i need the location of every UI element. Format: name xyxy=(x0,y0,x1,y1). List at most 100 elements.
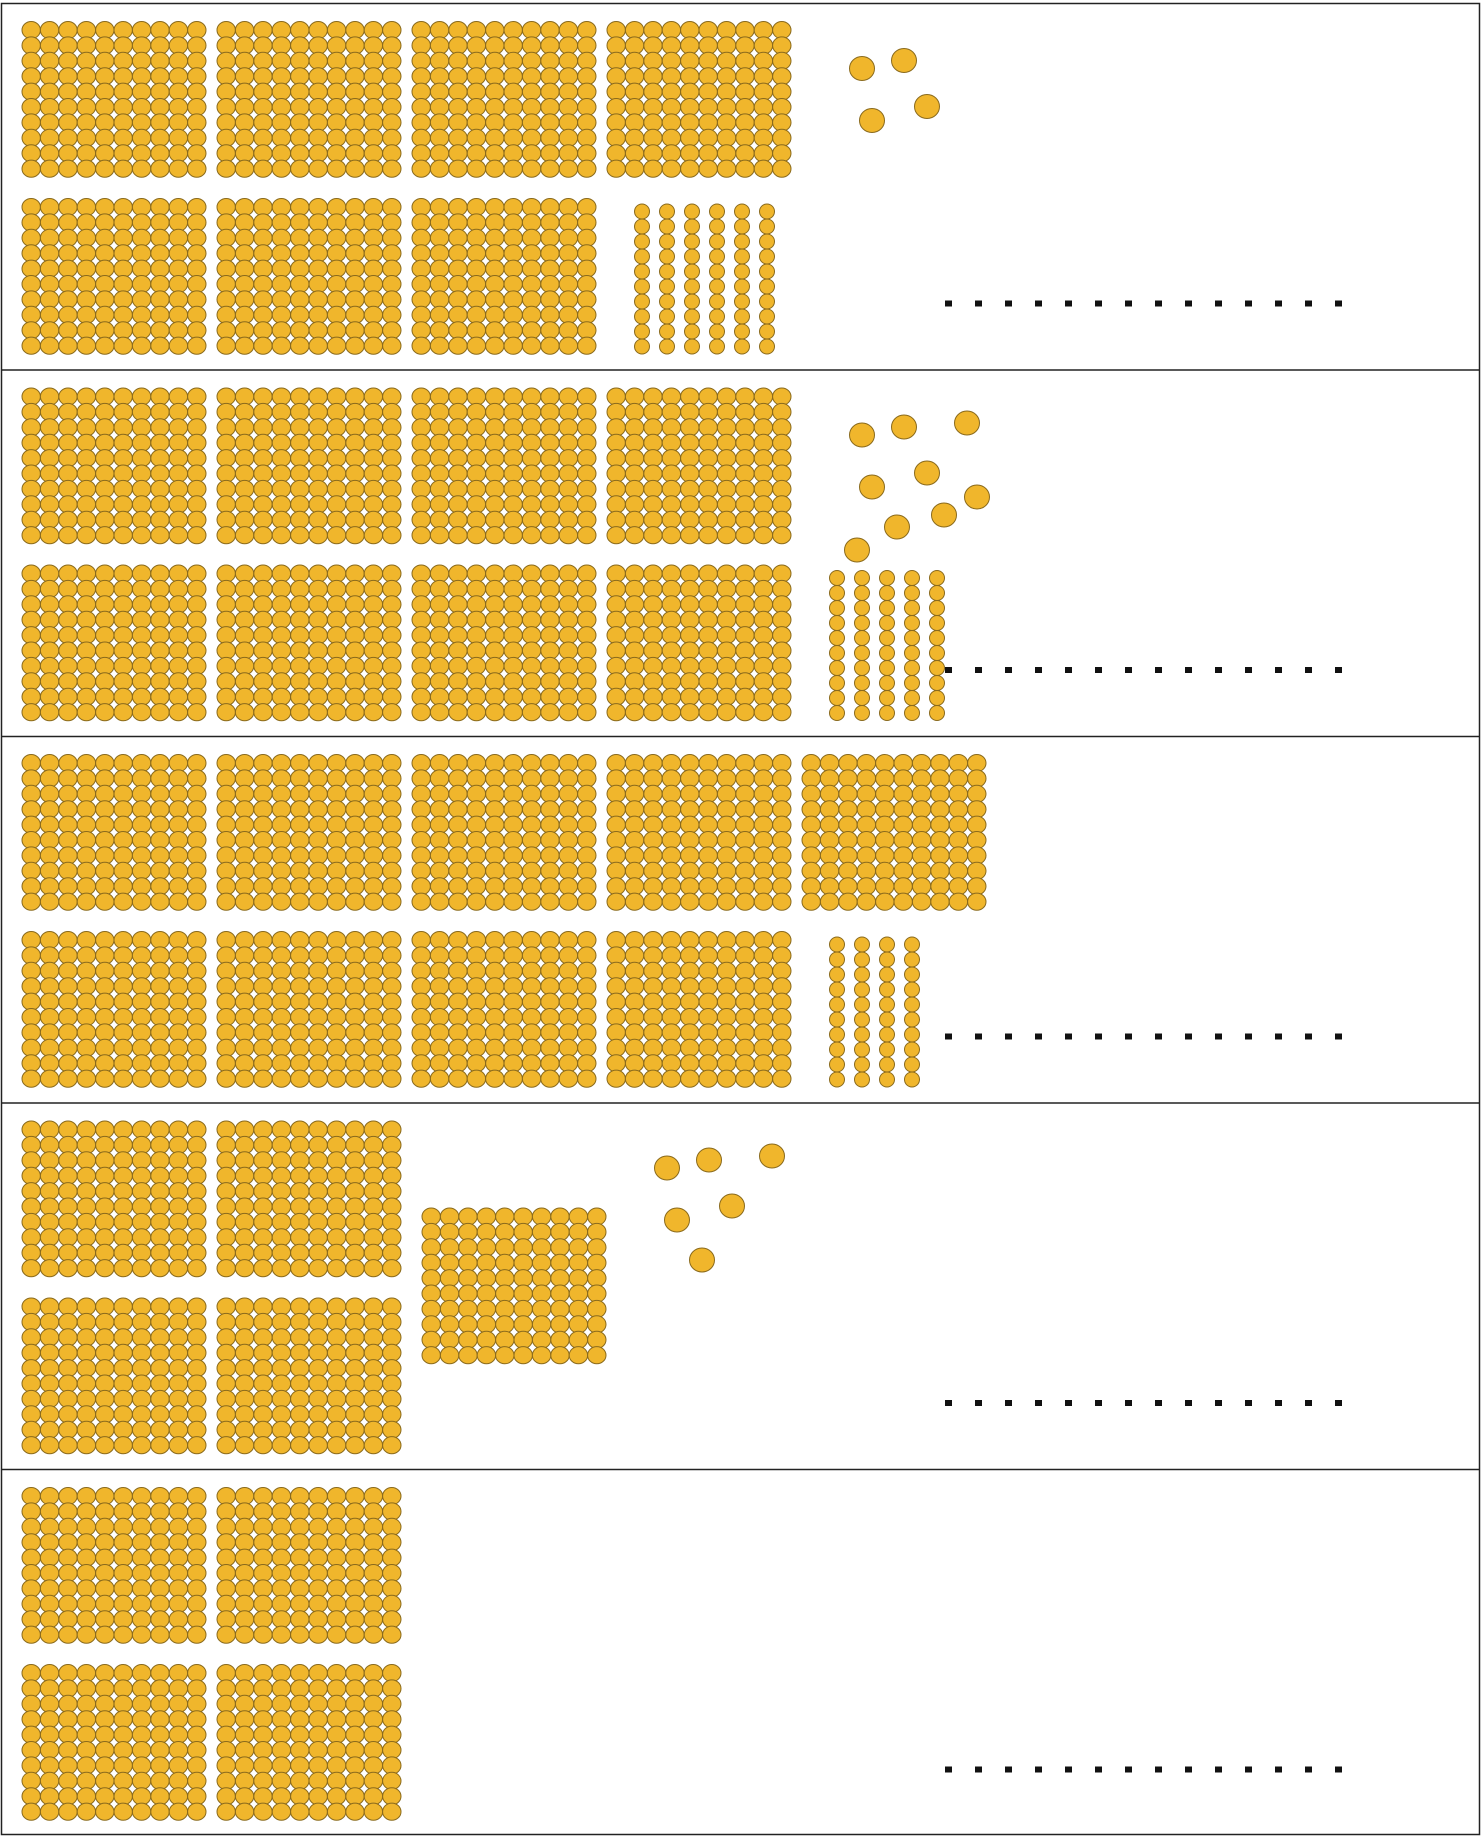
bead xyxy=(291,83,309,100)
bead xyxy=(327,1024,345,1041)
bead xyxy=(504,878,522,895)
bead xyxy=(607,801,625,818)
bead xyxy=(625,673,643,690)
bead xyxy=(40,978,58,995)
bead xyxy=(412,496,430,513)
bead xyxy=(254,1595,272,1612)
bead xyxy=(486,37,504,54)
bead xyxy=(644,688,662,705)
bead xyxy=(449,434,467,451)
bead xyxy=(504,337,522,354)
bead xyxy=(773,83,791,100)
bead xyxy=(644,801,662,818)
bead xyxy=(346,129,364,146)
bead xyxy=(254,1549,272,1566)
bead xyxy=(522,673,540,690)
bead xyxy=(22,1488,40,1505)
bead xyxy=(346,276,364,293)
bead xyxy=(459,1254,477,1271)
bead xyxy=(40,322,58,339)
bead xyxy=(96,1680,114,1697)
bead xyxy=(364,1580,382,1597)
bead xyxy=(486,322,504,339)
bead xyxy=(22,816,40,833)
bead xyxy=(235,611,253,628)
bead xyxy=(217,1742,235,1759)
bead xyxy=(254,1055,272,1072)
bead xyxy=(235,465,253,482)
bead xyxy=(830,1042,845,1057)
bead xyxy=(327,801,345,818)
bead xyxy=(625,83,643,100)
bead xyxy=(607,611,625,628)
bead xyxy=(541,832,559,849)
bead xyxy=(383,388,401,405)
bead xyxy=(383,337,401,354)
bead xyxy=(346,816,364,833)
bead xyxy=(364,1695,382,1712)
bead xyxy=(364,527,382,544)
bead xyxy=(383,480,401,497)
bead xyxy=(364,1680,382,1697)
bead xyxy=(467,816,485,833)
bead xyxy=(486,1070,504,1087)
bead xyxy=(625,1055,643,1072)
bead xyxy=(736,642,754,659)
bead xyxy=(77,1549,95,1566)
bead xyxy=(77,1039,95,1056)
bead xyxy=(272,1421,290,1438)
bead xyxy=(40,1626,58,1643)
bead xyxy=(773,480,791,497)
bead xyxy=(578,832,596,849)
bead xyxy=(383,1695,401,1712)
bead xyxy=(754,755,772,772)
bead xyxy=(449,99,467,116)
bead xyxy=(504,688,522,705)
bead xyxy=(644,1024,662,1041)
bead xyxy=(151,978,169,995)
bead xyxy=(440,1285,458,1302)
bead xyxy=(486,1039,504,1056)
bead xyxy=(217,1611,235,1628)
bead xyxy=(132,37,150,54)
bead xyxy=(114,388,132,405)
bead xyxy=(644,565,662,582)
bead xyxy=(291,291,309,308)
bead xyxy=(346,1711,364,1728)
bead xyxy=(541,847,559,864)
bead xyxy=(681,1039,699,1056)
bead xyxy=(541,862,559,879)
bead xyxy=(132,214,150,231)
bead xyxy=(894,832,912,849)
bead xyxy=(346,511,364,528)
bead xyxy=(855,661,870,676)
bead xyxy=(412,114,430,131)
bead xyxy=(151,322,169,339)
bead xyxy=(254,1070,272,1087)
bead xyxy=(607,993,625,1010)
bead xyxy=(132,1803,150,1820)
bead xyxy=(699,480,717,497)
bead xyxy=(22,337,40,354)
bead xyxy=(736,816,754,833)
bead xyxy=(717,496,735,513)
bead xyxy=(364,1039,382,1056)
bead xyxy=(820,816,838,833)
bead xyxy=(132,1534,150,1551)
bead xyxy=(588,1223,606,1240)
bead xyxy=(235,291,253,308)
bead xyxy=(40,1183,58,1200)
bead xyxy=(430,403,448,420)
bead xyxy=(40,1298,58,1315)
bead xyxy=(291,1611,309,1628)
bead xyxy=(346,480,364,497)
bead xyxy=(22,862,40,879)
bead xyxy=(77,68,95,85)
bead xyxy=(802,785,820,802)
bead xyxy=(880,571,895,586)
bead xyxy=(412,52,430,69)
bead xyxy=(77,1136,95,1153)
bead xyxy=(169,816,187,833)
bead xyxy=(188,1518,206,1535)
bead xyxy=(912,816,930,833)
